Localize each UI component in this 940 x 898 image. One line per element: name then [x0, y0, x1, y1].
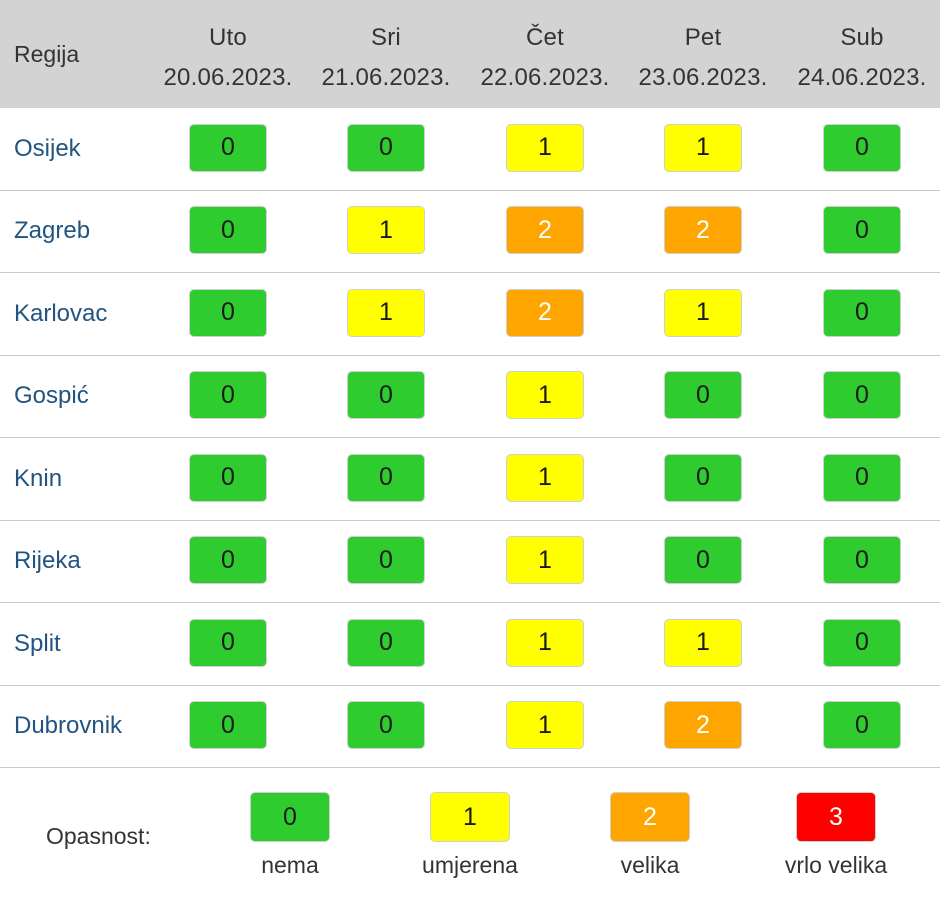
- day-date: 21.06.2023.: [321, 64, 451, 91]
- danger-level-badge: 1: [506, 371, 584, 420]
- legend-caption: vrlo velika: [784, 852, 888, 878]
- table-row: Zagreb 0 1 2 2 0: [0, 191, 940, 273]
- danger-level-badge: 0: [189, 288, 267, 337]
- row-values: 0 0 1 2 0: [150, 686, 940, 768]
- danger-level-badge: 0: [664, 453, 742, 502]
- danger-level-badge: 1: [664, 123, 742, 172]
- danger-level-badge: 0: [189, 123, 267, 172]
- table-row: Split 0 0 1 1 0: [0, 603, 940, 686]
- danger-level-badge: 0: [823, 701, 901, 750]
- day-header: Uto 20.06.2023.: [148, 18, 308, 98]
- legend-caption: nema: [261, 852, 319, 878]
- danger-level-badge: 0: [189, 701, 267, 750]
- legend-badge: 2: [610, 792, 690, 842]
- row-values: 0 1 2 1 0: [150, 273, 940, 355]
- danger-level-badge: 0: [823, 453, 901, 502]
- danger-level-badge: 0: [189, 453, 267, 502]
- danger-level-badge: 0: [347, 453, 425, 502]
- legend-badge: 1: [430, 792, 510, 842]
- danger-level-badge: 0: [189, 618, 267, 667]
- danger-level-badge: 1: [506, 618, 584, 667]
- table-body: Osijek 0 0 1 1 0 Zagreb 0 1 2 2 0 Karlovac 0 1 2 1 0 Gospi…: [0, 108, 940, 768]
- day-name: Sri: [371, 24, 401, 51]
- danger-level-badge: 0: [189, 371, 267, 420]
- danger-level-badge: 0: [189, 206, 267, 255]
- danger-level-badge: 0: [823, 536, 901, 585]
- table-row: Karlovac 0 1 2 1 0: [0, 273, 940, 356]
- table-row: Rijeka 0 0 1 0 0: [0, 521, 940, 603]
- danger-level-badge: 0: [823, 371, 901, 420]
- legend-caption: velika: [620, 852, 680, 878]
- legend-item: 2 velika: [570, 792, 730, 879]
- danger-level-badge: 0: [823, 123, 901, 172]
- region-link[interactable]: Rijeka: [14, 547, 81, 575]
- table-row: Gospić 0 0 1 0 0: [0, 356, 940, 438]
- danger-level-badge: 2: [506, 206, 584, 255]
- danger-level-badge: 2: [664, 206, 742, 255]
- danger-level-badge: 0: [664, 371, 742, 420]
- danger-level-badge: 1: [347, 288, 425, 337]
- day-name: Pet: [684, 24, 722, 51]
- danger-level-badge: 0: [189, 536, 267, 585]
- danger-level-badge: 0: [823, 618, 901, 667]
- danger-level-badge: 0: [347, 618, 425, 667]
- day-date: 24.06.2023.: [797, 64, 927, 91]
- day-date: 20.06.2023.: [163, 64, 293, 91]
- danger-level-badge: 0: [347, 701, 425, 750]
- table-header: Regija Uto 20.06.2023. Sri 21.06.2023. Čet 22…: [0, 0, 940, 108]
- danger-level-badge: 0: [347, 371, 425, 420]
- danger-level-badge: 0: [823, 206, 901, 255]
- row-values: 0 0 1 0 0: [150, 438, 940, 520]
- row-values: 0 1 2 2 0: [150, 191, 940, 273]
- day-name: Čet: [526, 24, 564, 51]
- legend-badge: 3: [796, 792, 876, 842]
- day-header: Pet 23.06.2023.: [623, 18, 783, 98]
- day-date: 22.06.2023.: [480, 64, 610, 91]
- legend-item: 3 vrlo velika: [756, 792, 916, 879]
- day-name: Uto: [209, 24, 247, 51]
- legend-item: 1 umjerena: [390, 792, 550, 879]
- legend-item: 0 nema: [210, 792, 370, 879]
- region-link[interactable]: Knin: [14, 464, 63, 492]
- region-link[interactable]: Karlovac: [14, 299, 108, 327]
- row-values: 0 0 1 0 0: [150, 356, 940, 438]
- day-column-headers: Uto 20.06.2023. Sri 21.06.2023. Čet 22.06.202…: [150, 0, 940, 108]
- region-link[interactable]: Gospić: [14, 382, 89, 410]
- region-link[interactable]: Osijek: [14, 134, 81, 162]
- danger-level-badge: 1: [506, 536, 584, 585]
- day-header: Sri 21.06.2023.: [306, 18, 466, 98]
- danger-level-badge: 1: [506, 123, 584, 172]
- danger-level-badge: 1: [664, 288, 742, 337]
- table-row: Knin 0 0 1 0 0: [0, 438, 940, 521]
- legend: Opasnost: 0 nema 1 umjerena 2 velika 3 vrlo vel…: [0, 768, 940, 898]
- table-row: Osijek 0 0 1 1 0: [0, 108, 940, 191]
- danger-level-badge: 1: [664, 618, 742, 667]
- row-values: 0 0 1 1 0: [150, 603, 940, 685]
- region-column-header: Regija: [14, 40, 80, 67]
- table-row: Dubrovnik 0 0 1 2 0: [0, 686, 940, 768]
- danger-level-badge: 1: [347, 206, 425, 255]
- danger-level-badge: 0: [823, 288, 901, 337]
- region-link[interactable]: Dubrovnik: [14, 712, 123, 740]
- danger-level-badge: 1: [506, 453, 584, 502]
- row-values: 0 0 1 0 0: [150, 521, 940, 603]
- day-date: 23.06.2023.: [638, 64, 768, 91]
- region-link[interactable]: Zagreb: [14, 217, 91, 245]
- danger-level-badge: 2: [664, 701, 742, 750]
- legend-caption: umjerena: [422, 852, 518, 878]
- day-name: Sub: [840, 24, 884, 51]
- danger-level-badge: 2: [506, 288, 584, 337]
- region-link[interactable]: Split: [14, 629, 61, 657]
- danger-level-badge: 0: [347, 123, 425, 172]
- danger-level-badge: 1: [506, 701, 584, 750]
- day-header: Sub 24.06.2023.: [782, 18, 940, 98]
- danger-level-badge: 0: [347, 536, 425, 585]
- day-header: Čet 22.06.2023.: [465, 18, 625, 98]
- row-values: 0 0 1 1 0: [150, 108, 940, 190]
- legend-badge: 0: [250, 792, 330, 842]
- legend-label: Opasnost:: [46, 823, 151, 849]
- danger-level-badge: 0: [664, 536, 742, 585]
